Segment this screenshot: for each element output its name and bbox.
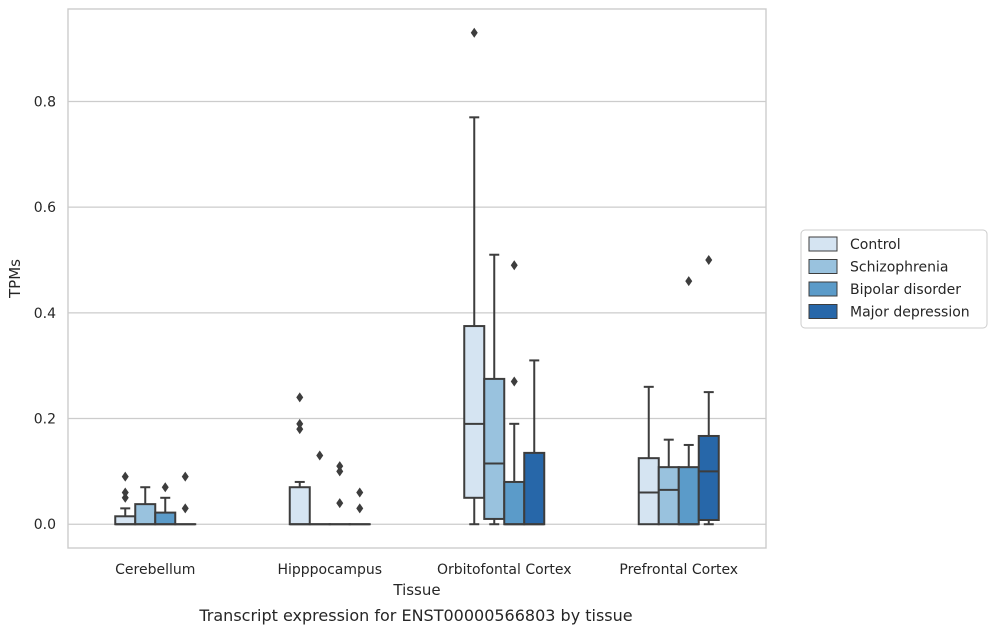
box-2 [154, 511, 177, 526]
x-tick-label: Hipppocampus [277, 562, 382, 578]
outlier-marker [161, 482, 169, 493]
box-1 [134, 503, 157, 526]
outlier-marker [336, 461, 344, 472]
legend-swatch [808, 236, 838, 252]
legend-swatch [808, 259, 838, 274]
box-1 [483, 377, 506, 520]
box-3 [523, 451, 546, 526]
legend-box [800, 229, 988, 329]
outlier-marker [685, 276, 693, 287]
legend-label: Control [850, 237, 901, 253]
outlier-marker [121, 492, 129, 503]
outlier-marker [510, 260, 518, 271]
figure-caption: Transcript expression for ENST0000056680… [199, 606, 633, 625]
legend-label: Bipolar disorder [850, 282, 961, 298]
y-tick-label: 0.8 [34, 94, 56, 110]
box-0 [288, 486, 311, 526]
box-1 [657, 466, 680, 526]
x-axis-label: Tissue [392, 581, 440, 599]
outlier-marker [470, 27, 478, 38]
outlier-marker [336, 498, 344, 509]
outlier-marker [296, 424, 304, 435]
outlier-marker [705, 255, 713, 266]
legend-label: Major depression [850, 305, 970, 321]
outlier-marker [316, 450, 324, 461]
y-tick-label: 0.4 [34, 306, 56, 322]
outlier-marker [181, 471, 189, 482]
outlier-marker [336, 466, 344, 477]
box-2 [677, 466, 700, 526]
y-axis-label: TPMs [6, 259, 24, 299]
x-tick-label: Orbitofontal Cortex [437, 562, 572, 578]
outlier-marker [121, 487, 129, 498]
outlier-marker [356, 503, 364, 514]
outlier-marker [510, 376, 518, 387]
x-tick-label: Cerebellum [115, 562, 195, 578]
box-0 [637, 457, 660, 526]
legend-swatch [808, 304, 838, 319]
y-tick-label: 0.6 [34, 200, 56, 216]
box-0 [463, 325, 486, 499]
outlier-marker [296, 392, 304, 403]
outlier-marker [121, 471, 129, 482]
outlier-marker [181, 503, 189, 514]
box-0 [114, 515, 137, 526]
axes-frame [67, 8, 767, 549]
box-2 [503, 480, 526, 526]
x-tick-label: Prefrontal Cortex [619, 562, 738, 578]
y-tick-label: 0.2 [34, 412, 56, 428]
legend-label: Schizophrenia [850, 260, 948, 276]
legend-swatch [808, 281, 838, 297]
outlier-marker [356, 487, 364, 498]
outlier-marker [296, 418, 304, 429]
y-tick-label: 0.0 [34, 517, 56, 533]
box-3 [697, 434, 720, 521]
